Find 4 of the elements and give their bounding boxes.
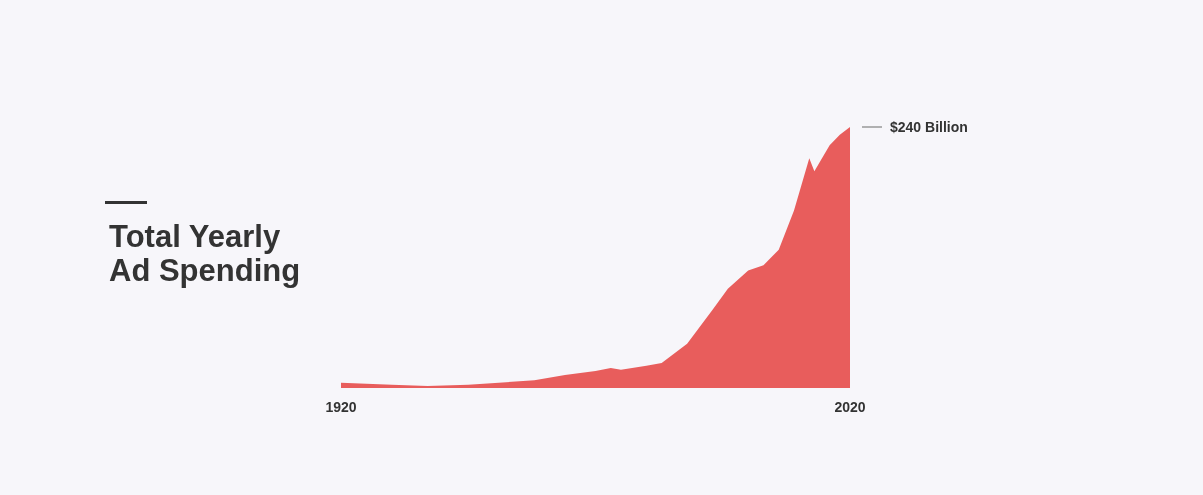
- x-tick-label: 2020: [834, 399, 866, 415]
- text: Total Yearly Ad Spending: [109, 218, 301, 288]
- annotation: $240 Billion: [890, 119, 968, 135]
- x-tick-label: 1920: [325, 399, 357, 415]
